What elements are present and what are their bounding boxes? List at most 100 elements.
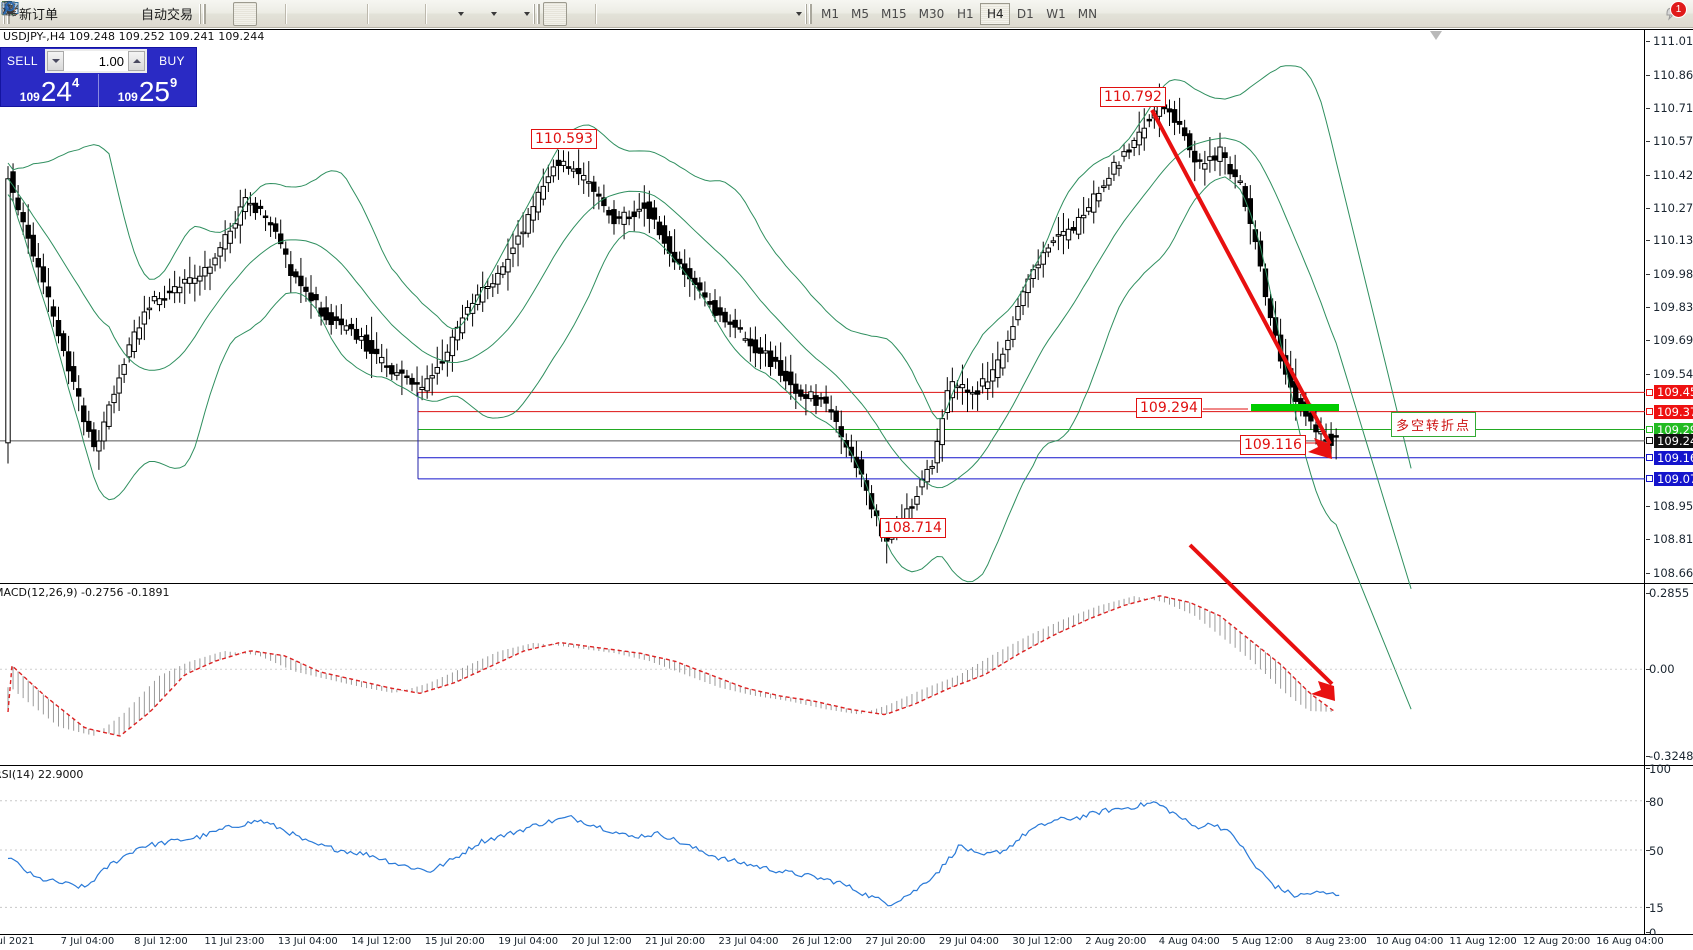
time-axis-label: 27 Jul 20:00 — [865, 936, 926, 947]
rsi-scale-label: 50 — [1649, 844, 1664, 858]
price-axis-line — [1644, 30, 1645, 583]
new-order-label: 新订单 — [19, 8, 59, 23]
price-level-handle[interactable] — [1646, 426, 1653, 434]
timeframe-m5[interactable]: M5 — [851, 6, 870, 21]
timeframe-m15[interactable]: M15 — [881, 6, 907, 21]
notification-button[interactable]: 1 — [1663, 0, 1687, 26]
toolbar-grip-3[interactable] — [533, 3, 541, 24]
sell-label[interactable]: SELL — [7, 54, 38, 68]
price-level-tag[interactable]: 109.244 — [1654, 433, 1693, 448]
period-caret-icon[interactable] — [491, 11, 498, 16]
price-tick — [1646, 572, 1650, 574]
toolbar-divider-3 — [425, 3, 428, 24]
sell-price-button[interactable]: 109 24 4 — [1, 74, 98, 107]
price-level-handle[interactable] — [1646, 408, 1653, 416]
add-indicator-caret-icon[interactable] — [458, 11, 465, 16]
price-label: 110.130 — [1653, 233, 1693, 248]
timeframe-mn[interactable]: MN — [1077, 6, 1098, 21]
time-axis-label: 19 Jul 04:00 — [498, 936, 559, 947]
price-tick — [1646, 339, 1650, 341]
macd-pane[interactable] — [0, 583, 1693, 766]
price-tick — [1646, 307, 1650, 309]
rsi-axis-line — [1644, 766, 1645, 934]
one-click-trading-panel[interactable]: SELL 1.00 BUY 109 24 4 109 25 9 — [0, 47, 197, 107]
price-level-tag[interactable]: 109.076 — [1654, 471, 1693, 486]
template-caret-icon[interactable] — [524, 11, 531, 16]
callout-110792[interactable]: 110.792 — [1100, 87, 1166, 107]
macd-downtrend-arrow-line[interactable] — [1188, 543, 1334, 686]
callout-108714[interactable]: 108.714 — [880, 518, 946, 538]
volume-field[interactable]: 1.00 — [45, 49, 147, 73]
bollinger-band-lower — [7, 176, 1412, 710]
callout-109294[interactable]: 109.294 — [1136, 398, 1202, 418]
time-axis-label: Jul 2021 — [0, 936, 35, 947]
downtrend-arrow-head — [1308, 438, 1332, 459]
note-turning-point[interactable]: 多空转折点 — [1391, 412, 1477, 437]
timeframe-m1[interactable]: M1 — [821, 6, 840, 21]
macd-scale-label: 0.2855 — [1649, 586, 1690, 600]
downtrend-arrow-line[interactable] — [1150, 109, 1332, 445]
price-label: 109.980 — [1653, 267, 1693, 282]
price-level-handle[interactable] — [1646, 437, 1653, 445]
candlestick-series — [5, 83, 1339, 564]
price-label: 110.570 — [1653, 133, 1693, 148]
time-axis-label: 11 Jul 23:00 — [204, 936, 265, 947]
callout-110593[interactable]: 110.593 — [531, 129, 597, 149]
price-tick — [1646, 75, 1650, 77]
price-level-handle[interactable] — [1646, 388, 1653, 396]
rsi-tick — [1646, 768, 1650, 769]
macd-downtrend-arrow-head — [1311, 681, 1335, 701]
buy-price-main: 25 — [138, 76, 170, 107]
volume-decrement-button[interactable] — [47, 51, 64, 71]
search-button[interactable] — [2, 1, 1663, 26]
price-level-tag[interactable]: 109.373 — [1654, 404, 1693, 419]
macd-signal-line — [7, 595, 1337, 737]
buy-label[interactable]: BUY — [159, 54, 185, 68]
timeframe-w1[interactable]: W1 — [1046, 6, 1066, 21]
buy-price-fraction: 9 — [169, 75, 178, 90]
time-axis-label: 11 Aug 12:00 — [1449, 936, 1517, 947]
rsi-tick — [1646, 850, 1650, 851]
time-axis-label: 5 Aug 12:00 — [1232, 936, 1294, 947]
volume-value[interactable]: 1.00 — [98, 53, 124, 69]
time-axis-label: 7 Jul 04:00 — [60, 936, 115, 947]
time-axis-label: 13 Jul 04:00 — [277, 936, 338, 947]
macd-label: MACD(12,26,9) -0.2756 -0.1891 — [0, 586, 170, 599]
price-label: 109.690 — [1653, 332, 1693, 347]
timeframe-h1[interactable]: H1 — [956, 6, 974, 21]
time-axis[interactable]: Jul 2021 7 Jul 04:00 8 Jul 12:00 11 Jul 23:… — [0, 935, 1693, 950]
price-tick — [1646, 240, 1650, 242]
buy-price-button[interactable]: 109 25 9 — [98, 74, 196, 107]
timeframe-m30[interactable]: M30 — [918, 6, 945, 21]
timeframe-d1[interactable]: D1 — [1016, 6, 1034, 21]
price-level-tag[interactable]: 109.458 — [1654, 385, 1693, 400]
toolbar-divider-4 — [595, 3, 598, 24]
price-level-handle[interactable] — [1646, 454, 1653, 462]
toolbar-grip-2[interactable] — [199, 3, 207, 24]
object-marker-icon[interactable] — [1430, 31, 1442, 40]
price-level-handle[interactable] — [1646, 475, 1653, 483]
bollinger-band-upper — [7, 65, 1412, 469]
time-axis-label: 8 Jul 12:00 — [134, 936, 188, 947]
time-axis-label: 30 Jul 12:00 — [1012, 936, 1073, 947]
price-level-tag[interactable]: 109.169 — [1654, 450, 1693, 465]
toolbar-grip-4[interactable] — [805, 3, 813, 24]
rsi-line — [7, 801, 1340, 907]
sell-price-main: 24 — [40, 76, 72, 107]
shapes-caret-icon[interactable] — [796, 11, 803, 16]
timeframe-h4[interactable]: H4 — [980, 2, 1011, 25]
time-axis-label: 12 Aug 20:00 — [1522, 936, 1591, 947]
price-label: 108.955 — [1653, 499, 1693, 514]
price-label: 111.010 — [1653, 34, 1693, 49]
bollinger-band-middle — [7, 137, 1412, 589]
rsi-label: RSI(14) 22.9000 — [0, 768, 84, 781]
time-axis-label: 8 Aug 23:00 — [1305, 936, 1367, 947]
price-level-tag[interactable]: 109.294 — [1654, 422, 1693, 437]
callout-109116[interactable]: 109.116 — [1240, 435, 1306, 455]
volume-increment-button[interactable] — [128, 51, 145, 71]
sell-price-fraction: 4 — [71, 75, 80, 90]
main-toolbar: 新订单 — [0, 0, 1693, 28]
buy-price-prefix: 109 — [117, 90, 138, 104]
toolbar-divider-1 — [285, 3, 288, 24]
